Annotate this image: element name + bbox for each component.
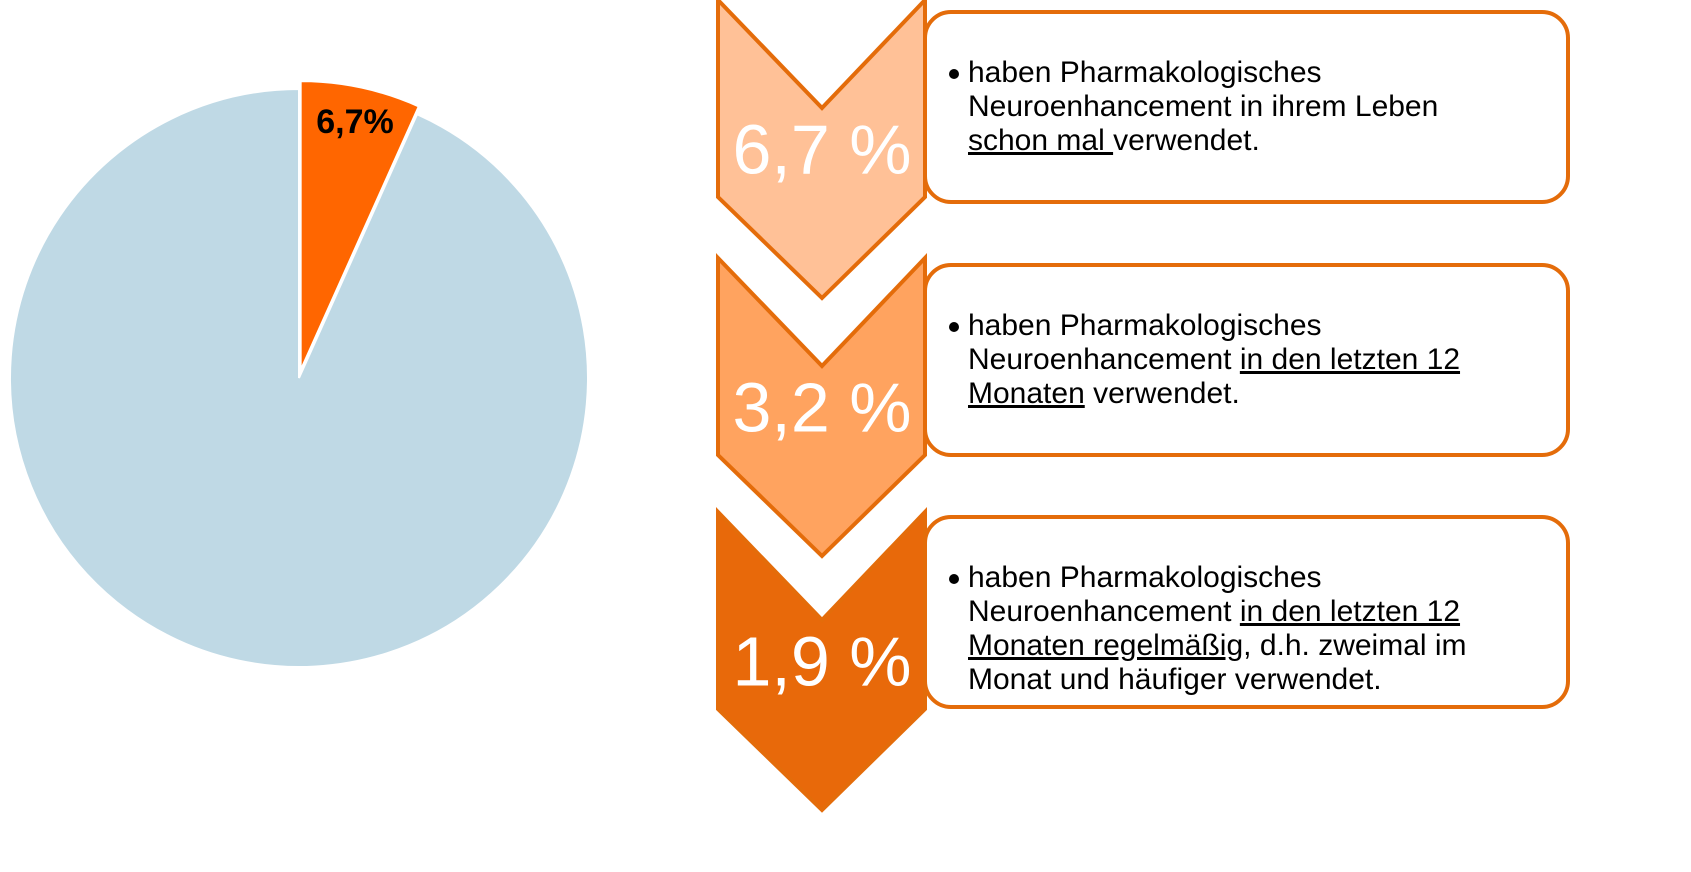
text-segment: haben Pharmakologisches <box>968 309 1322 342</box>
text-segment: in den letzten 12 <box>1240 595 1460 628</box>
text-line: Neuroenhancement in ihrem Leben <box>968 90 1438 123</box>
text-segment: Monat und häufiger verwendet. <box>968 663 1382 696</box>
bullet <box>949 69 959 79</box>
text-segment: haben Pharmakologisches <box>968 56 1322 89</box>
text-segment: Neuroenhancement <box>968 595 1240 628</box>
percentage: 6,7 % <box>733 110 912 188</box>
text-segment: , d.h. zweimal im <box>1243 629 1466 662</box>
text-segment: verwendet. <box>1113 124 1260 157</box>
text-segment: Monaten <box>968 377 1085 410</box>
pie-slice <box>9 87 589 668</box>
bullet <box>949 574 959 584</box>
percentage: 1,9 % <box>733 622 912 700</box>
bullet <box>949 322 959 332</box>
text-segment: schon mal <box>968 124 1113 157</box>
text-segment: Neuroenhancement <box>968 343 1240 376</box>
text-line: haben Pharmakologisches <box>968 56 1322 89</box>
chevron <box>716 507 927 813</box>
chevron <box>716 0 927 301</box>
text-segment: Neuroenhancement in ihrem Leben <box>968 90 1438 123</box>
chevron <box>716 253 927 559</box>
text-line: Monaten verwendet. <box>968 377 1240 410</box>
text-line: schon mal verwendet. <box>968 124 1260 157</box>
pie-slice <box>299 80 421 371</box>
text-segment: verwendet. <box>1085 377 1240 410</box>
text-line: haben Pharmakologisches <box>968 561 1322 594</box>
percentage: 3,2 % <box>733 368 912 446</box>
text-line: Neuroenhancement in den letzten 12 <box>968 595 1460 628</box>
text-line: haben Pharmakologisches <box>968 309 1322 342</box>
text-line: Monaten regelmäßig, d.h. zweimal im <box>968 629 1467 662</box>
text-segment: haben Pharmakologisches <box>968 561 1322 594</box>
text-segment: in den letzten 12 <box>1240 343 1460 376</box>
slice-label: 6,7% <box>316 103 394 141</box>
text-segment: Monaten regelmäßig <box>968 629 1243 662</box>
text-line: Monat und häufiger verwendet. <box>968 663 1382 696</box>
text-line: Neuroenhancement in den letzten 12 <box>968 343 1460 376</box>
